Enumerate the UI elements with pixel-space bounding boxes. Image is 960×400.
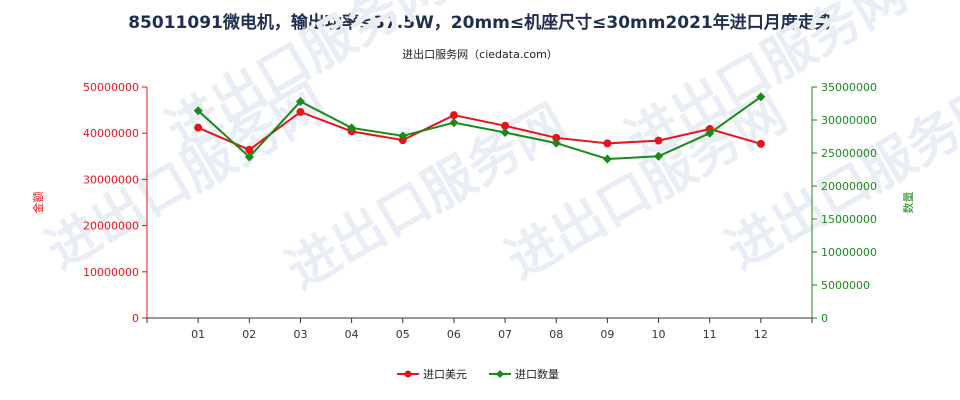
data-point-2[interactable]: [500, 128, 510, 138]
x-tick-label: 01: [191, 328, 205, 341]
x-tick-label: 03: [293, 328, 307, 341]
x-tick-label: 05: [396, 328, 410, 341]
left-y-tick-label: 20000000: [83, 220, 139, 233]
left-y-tick-label: 0: [132, 312, 139, 325]
x-tick-label: 09: [600, 328, 614, 341]
chart-subtitle: 进出口服务网（ciedata.com）: [402, 48, 558, 61]
data-point-2[interactable]: [602, 154, 612, 164]
legend-marker-1[interactable]: [404, 370, 412, 378]
x-tick-label: 10: [652, 328, 666, 341]
series-line-2: [197, 96, 762, 160]
left-y-tick-label: 40000000: [83, 127, 139, 140]
data-point-2[interactable]: [244, 152, 254, 162]
x-tick-label: 02: [242, 328, 256, 341]
right-y-tick-label: 25000000: [821, 147, 877, 160]
left-y-tick-label: 30000000: [83, 173, 139, 186]
data-point-2[interactable]: [295, 97, 305, 107]
series-line-1: [197, 110, 762, 151]
data-point-2[interactable]: [654, 151, 664, 161]
right-y-tick-label: 5000000: [821, 279, 870, 292]
legend-marker-2[interactable]: [496, 370, 504, 378]
left-y-axis-title: 金额: [31, 192, 45, 214]
data-point-2[interactable]: [398, 131, 408, 141]
data-point-2[interactable]: [551, 138, 561, 148]
right-y-axis-title: 数量: [902, 192, 915, 214]
right-y-tick-label: 35000000: [821, 81, 877, 94]
left-y-tick-label: 50000000: [83, 81, 139, 94]
legend-label-1[interactable]: 进口美元: [423, 368, 467, 381]
data-point-1[interactable]: [296, 107, 305, 116]
data-point-1[interactable]: [245, 145, 254, 154]
data-point-2[interactable]: [193, 106, 203, 116]
data-point-1[interactable]: [756, 139, 765, 148]
data-point-1[interactable]: [194, 123, 203, 132]
x-tick-label: 08: [549, 328, 563, 341]
chart-title: 85011091微电机，输出功率≤37.5W，20mm≤机座尺寸≤30mm202…: [128, 13, 832, 33]
x-tick-label: 07: [498, 328, 512, 341]
data-point-1[interactable]: [654, 136, 663, 145]
data-point-2[interactable]: [449, 118, 459, 128]
x-tick-label: 06: [447, 328, 461, 341]
right-y-tick-label: 0: [821, 312, 828, 325]
data-point-2[interactable]: [705, 128, 715, 138]
right-y-tick-label: 20000000: [821, 180, 877, 193]
legend-label-2[interactable]: 进口数量: [515, 368, 559, 381]
x-tick-label: 04: [345, 328, 359, 341]
data-point-1[interactable]: [501, 121, 510, 130]
data-point-1[interactable]: [449, 111, 458, 120]
right-y-tick-label: 30000000: [821, 114, 877, 127]
data-point-1[interactable]: [552, 133, 561, 142]
x-tick-label: 11: [703, 328, 717, 341]
data-point-2[interactable]: [756, 92, 766, 102]
data-point-1[interactable]: [603, 139, 612, 148]
right-y-tick-label: 15000000: [821, 213, 877, 226]
x-tick-label: 12: [754, 328, 768, 341]
right-y-tick-label: 10000000: [821, 246, 877, 259]
data-point-2[interactable]: [347, 123, 357, 133]
left-y-tick-label: 10000000: [83, 266, 139, 279]
